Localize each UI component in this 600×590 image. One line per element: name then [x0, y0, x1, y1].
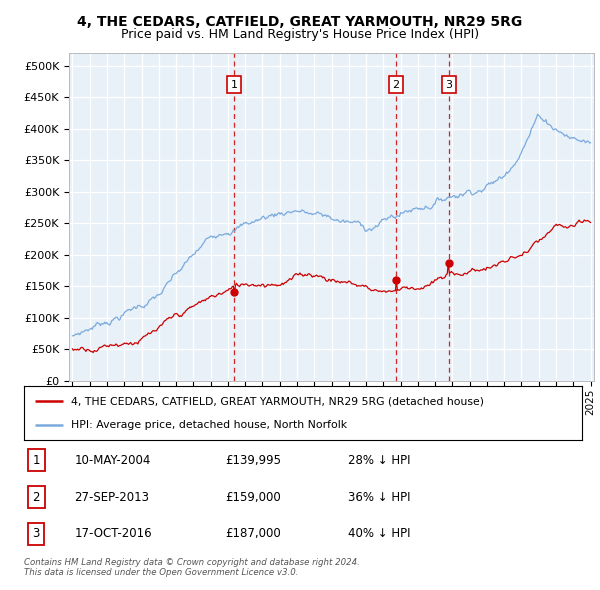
Text: 2: 2: [392, 80, 400, 90]
Text: 27-SEP-2013: 27-SEP-2013: [74, 490, 149, 504]
Text: 2: 2: [32, 490, 40, 504]
Text: 1: 1: [230, 80, 238, 90]
Text: 4, THE CEDARS, CATFIELD, GREAT YARMOUTH, NR29 5RG (detached house): 4, THE CEDARS, CATFIELD, GREAT YARMOUTH,…: [71, 396, 484, 407]
Text: £139,995: £139,995: [225, 454, 281, 467]
Text: 3: 3: [445, 80, 452, 90]
Text: 17-OCT-2016: 17-OCT-2016: [74, 527, 152, 540]
Text: Price paid vs. HM Land Registry's House Price Index (HPI): Price paid vs. HM Land Registry's House …: [121, 28, 479, 41]
Text: HPI: Average price, detached house, North Norfolk: HPI: Average price, detached house, Nort…: [71, 420, 347, 430]
Text: £187,000: £187,000: [225, 527, 281, 540]
Text: 36% ↓ HPI: 36% ↓ HPI: [347, 490, 410, 504]
Text: 28% ↓ HPI: 28% ↓ HPI: [347, 454, 410, 467]
Text: 3: 3: [32, 527, 40, 540]
Text: 40% ↓ HPI: 40% ↓ HPI: [347, 527, 410, 540]
Text: £159,000: £159,000: [225, 490, 281, 504]
Text: 4, THE CEDARS, CATFIELD, GREAT YARMOUTH, NR29 5RG: 4, THE CEDARS, CATFIELD, GREAT YARMOUTH,…: [77, 15, 523, 29]
Text: Contains HM Land Registry data © Crown copyright and database right 2024.: Contains HM Land Registry data © Crown c…: [24, 558, 360, 566]
Text: 10-MAY-2004: 10-MAY-2004: [74, 454, 151, 467]
Text: This data is licensed under the Open Government Licence v3.0.: This data is licensed under the Open Gov…: [24, 568, 299, 576]
Text: 1: 1: [32, 454, 40, 467]
